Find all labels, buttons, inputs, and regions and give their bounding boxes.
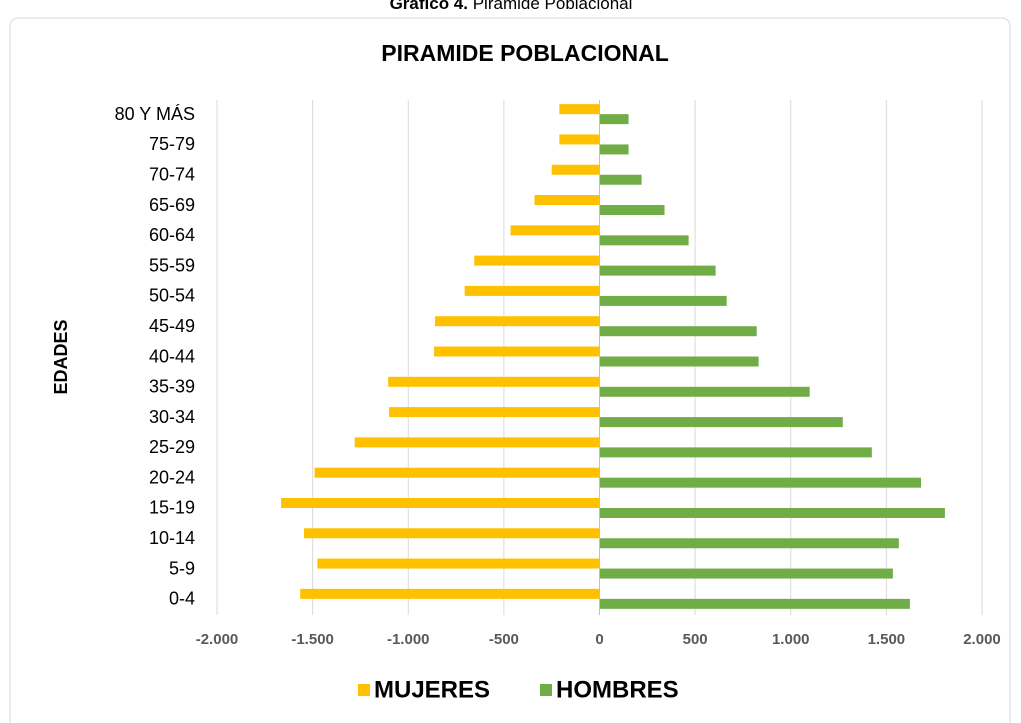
y-tick-label: 20-24 [149,467,195,487]
y-tick-label: 45-49 [149,316,195,336]
y-tick-label: 60-64 [149,225,195,245]
bar [599,447,872,458]
bar [599,326,757,337]
y-tick-label: 80 Y MÁS [115,104,195,124]
y-tick-label: 35-39 [149,377,195,397]
y-tick-label: 15-19 [149,498,195,518]
bar [317,558,600,569]
bar [464,285,600,296]
x-tick-label: 1.000 [772,631,810,648]
bar [599,205,665,216]
y-tick-label: 30-34 [149,407,195,427]
bar [599,538,899,549]
bar [559,134,600,145]
y-tick-label: 10-14 [149,528,195,548]
x-tick-label: 500 [683,631,708,648]
bar [599,174,642,185]
bar [599,598,910,609]
bar [534,195,600,206]
bar [510,225,600,236]
y-tick-label: 40-44 [149,346,195,366]
figure-caption: Gráfico 4. Piramide Poblacional [390,0,633,13]
x-tick-label: -1.500 [291,631,334,648]
figure-title: Piramide Poblacional [473,0,633,13]
chart-title: PIRAMIDE POBLACIONAL [381,40,669,66]
bar [281,497,600,508]
bar [474,255,600,266]
bar [551,164,600,175]
bar [599,235,689,246]
bar [435,316,600,327]
y-axis-label: EDADES [51,319,71,394]
bar [300,588,600,599]
bar [304,528,600,539]
bar [599,477,921,488]
bar [388,376,600,387]
bar [599,356,759,367]
x-tick-label: 0 [595,631,603,648]
bar [599,386,810,397]
bar [599,114,629,125]
legend-swatch [540,684,552,696]
y-tick-label: 70-74 [149,164,195,184]
bar [559,104,600,115]
legend-label: HOMBRES [556,676,679,703]
bar [599,144,629,155]
y-tick-label: 0-4 [169,589,195,609]
bar [599,265,716,276]
y-tick-label: 5-9 [169,558,195,578]
bar [354,437,600,448]
legend-swatch [358,684,370,696]
bar [314,467,600,478]
bar [599,568,893,579]
bar [599,295,727,306]
y-tick-label: 55-59 [149,255,195,275]
x-tick-label: -1.000 [387,631,430,648]
y-tick-label: 25-29 [149,437,195,457]
y-tick-label: 65-69 [149,195,195,215]
x-tick-label: -500 [489,631,519,648]
legend-label: MUJERES [374,676,490,703]
y-tick-label: 50-54 [149,286,195,306]
bar [434,346,600,357]
figure-number: Gráfico 4. [390,0,468,13]
x-tick-label: -2.000 [196,631,239,648]
y-tick-label: 75-79 [149,134,195,154]
bar [599,507,945,518]
bar [389,407,600,418]
x-tick-label: 1.500 [868,631,906,648]
bar [599,417,843,428]
x-tick-label: 2.000 [963,631,1001,648]
